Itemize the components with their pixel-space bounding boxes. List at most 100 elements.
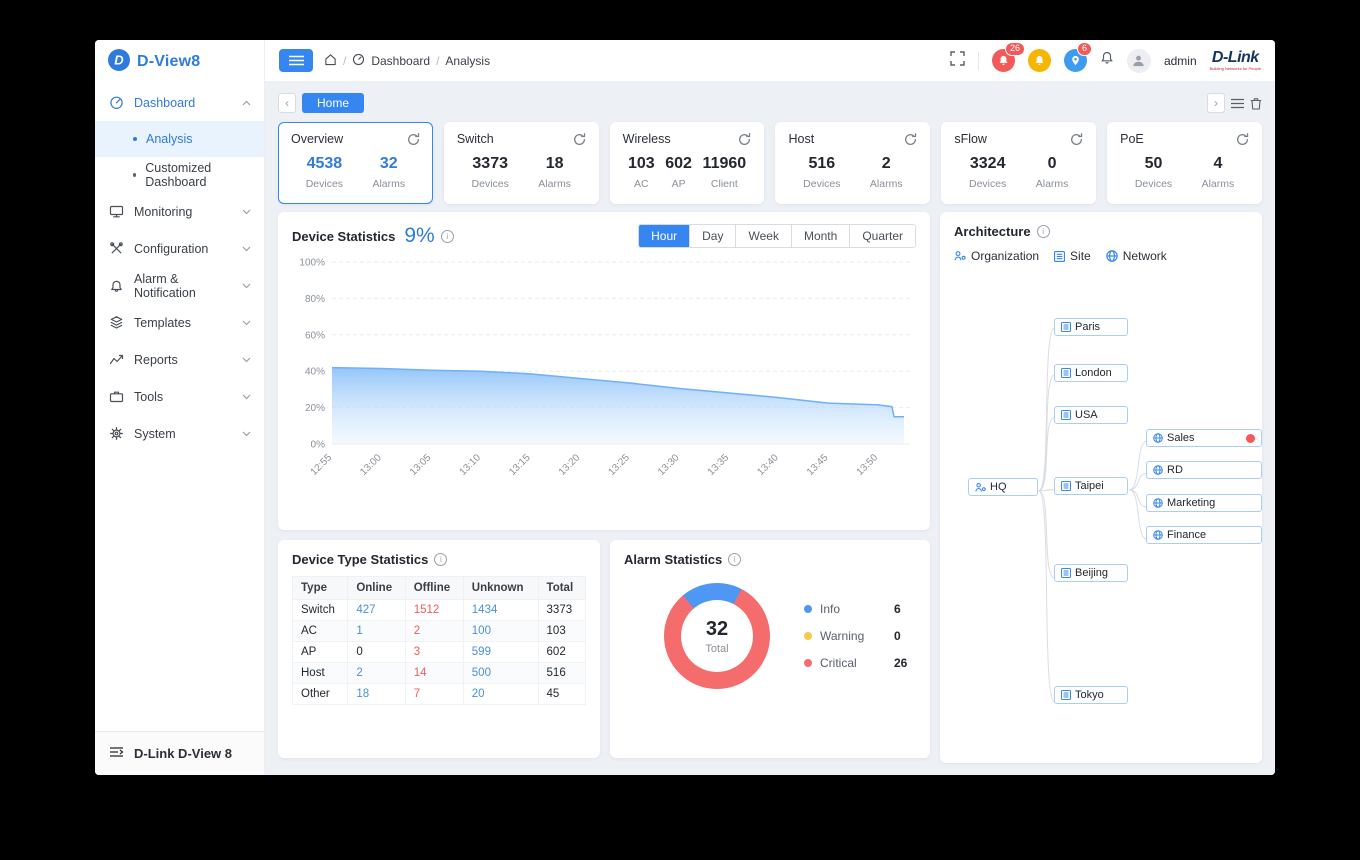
architecture-tree: HQ Paris London USA [954, 267, 1262, 751]
info-icon [440, 229, 454, 243]
refresh-icon[interactable] [1070, 132, 1083, 146]
chevron-down-icon [242, 209, 251, 215]
legend-item-info[interactable]: Info 6 [804, 602, 907, 616]
username[interactable]: admin [1163, 53, 1197, 68]
sidebar-item-reports[interactable]: Reports [95, 341, 264, 378]
topbar: / Dashboard / Analysis 26 6 [265, 40, 1275, 82]
sidebar-item-templates[interactable]: Templates [95, 304, 264, 341]
summary-card-sflow[interactable]: sFlow 3324 Devices 0 Alarms [941, 122, 1097, 204]
summary-stat: 0 Alarms [1035, 155, 1069, 190]
architecture-view-network[interactable]: Network [1105, 249, 1167, 263]
tab-home[interactable]: Home [302, 93, 365, 113]
network-icon [1105, 250, 1118, 262]
sidebar-toggle-button[interactable] [279, 49, 313, 72]
chevron-up-icon [242, 100, 251, 106]
architecture-view-organization[interactable]: Organization [954, 249, 1039, 263]
summary-card-overview[interactable]: Overview 4538 Devices 32 Alarms [278, 122, 433, 204]
summary-card-title: Host [788, 132, 815, 146]
bell-icon[interactable] [1100, 51, 1114, 70]
network-icon [1153, 433, 1163, 443]
summary-card-title: sFlow [954, 132, 987, 146]
sidebar-footer[interactable]: D-Link D-View 8 [95, 731, 264, 775]
collapse-sidebar-icon [109, 746, 124, 761]
sidebar-item-dashboard[interactable]: Dashboard [95, 84, 264, 121]
table-row: AC 1 2 100 103 [291, 620, 587, 642]
sidebar-item-monitoring[interactable]: Monitoring [95, 193, 264, 230]
table-row: Other 18 7 20 45 [291, 683, 587, 705]
tree-node-sales[interactable]: Sales [1146, 429, 1262, 447]
breadcrumb-dashboard[interactable]: Dashboard [371, 53, 431, 68]
time-tab-quarter[interactable]: Quarter [849, 225, 915, 247]
svg-text:13:40: 13:40 [755, 452, 781, 478]
tree-connector-lines [1038, 327, 1148, 703]
refresh-icon[interactable] [1236, 132, 1249, 146]
tree-node-marketing[interactable]: Marketing [1146, 494, 1262, 512]
svg-text:0%: 0% [311, 440, 326, 451]
fullscreen-icon[interactable] [950, 50, 965, 71]
tree-node-rd[interactable]: RD [1146, 461, 1262, 479]
svg-text:13:20: 13:20 [557, 452, 583, 478]
reports-icon [108, 352, 124, 367]
refresh-icon[interactable] [573, 132, 586, 146]
dashboard-crumb-icon [352, 53, 365, 69]
breadcrumb-analysis: Analysis [445, 53, 491, 68]
alarm-donut-chart: 32 Total [664, 583, 770, 689]
tab-scroll-left-icon[interactable]: ‹ [278, 93, 296, 113]
chevron-down-icon [242, 394, 251, 400]
svg-text:13:30: 13:30 [656, 452, 682, 478]
summary-card-host[interactable]: Host 516 Devices 2 Alarms [775, 122, 931, 204]
summary-card-poe[interactable]: PoE 50 Devices 4 Alarms [1107, 122, 1262, 204]
home-icon[interactable] [324, 53, 337, 69]
tree-node-usa[interactable]: USA [1054, 406, 1128, 424]
tree-node-paris[interactable]: Paris [1054, 318, 1128, 336]
location-icon[interactable]: 6 [1063, 42, 1092, 72]
sidebar-item-customized-dashboard[interactable]: Customized Dashboard [95, 157, 264, 193]
summary-card-title: PoE [1120, 132, 1144, 146]
summary-stat: 4538 Devices [305, 155, 344, 190]
tree-node-london[interactable]: London [1054, 364, 1128, 382]
time-tab-hour[interactable]: Hour [639, 225, 690, 247]
trash-icon[interactable] [1250, 97, 1262, 110]
summary-card-switch[interactable]: Switch 3373 Devices 18 Alarms [443, 122, 599, 204]
sidebar-item-system[interactable]: System [95, 415, 264, 452]
warning-bell-icon[interactable] [1027, 49, 1051, 72]
time-tab-day[interactable]: Day [689, 225, 736, 247]
tree-node-finance[interactable]: Finance [1146, 526, 1262, 544]
table-row: Switch 427 1512 1434 3373 [291, 599, 587, 621]
tree-node-hq[interactable]: HQ [968, 478, 1038, 496]
refresh-icon[interactable] [407, 132, 420, 146]
time-tab-week[interactable]: Week [735, 225, 791, 247]
organization-icon [954, 250, 966, 262]
refresh-icon[interactable] [738, 132, 751, 146]
svg-text:60%: 60% [305, 330, 325, 341]
alarm-statistics-card: Alarm Statistics 32 Total [610, 540, 930, 758]
sidebar-item-configuration[interactable]: Configuration [95, 230, 264, 267]
time-range-tabs: Hour Day Week Month Quarter [638, 224, 916, 248]
critical-alarm-icon[interactable]: 26 [991, 42, 1025, 72]
svg-text:13:00: 13:00 [358, 452, 384, 478]
legend-item-warning[interactable]: Warning 0 [804, 629, 907, 643]
alarm-bell-icon [108, 278, 124, 293]
architecture-view-site[interactable]: Site [1054, 249, 1091, 263]
legend-item-critical[interactable]: Critical 26 [804, 656, 907, 670]
tab-scroll-right-icon[interactable]: › [1207, 93, 1225, 113]
summary-stat: 50 Devices [1134, 155, 1173, 190]
sidebar-item-analysis[interactable]: Analysis [95, 121, 264, 157]
summary-card-wireless[interactable]: Wireless 103 AC 602 AP 11960 Client [609, 122, 765, 204]
dashboard-icon [108, 95, 124, 110]
legend-dot [804, 659, 812, 667]
device-statistics-chart: 0% 20% 40% 60% 80% 100% 12:55 13:00 13:05 13:10 13… [299, 258, 910, 478]
tree-node-tokyo[interactable]: Tokyo [1054, 686, 1128, 704]
tab-menu-icon[interactable] [1231, 98, 1244, 109]
tree-node-taipei[interactable]: Taipei [1054, 477, 1128, 495]
sidebar-item-alarm-notification[interactable]: Alarm & Notification [95, 267, 264, 304]
legend-dot [804, 605, 812, 613]
sidebar-item-tools[interactable]: Tools [95, 378, 264, 415]
avatar[interactable] [1126, 48, 1151, 73]
refresh-icon[interactable] [904, 132, 917, 146]
summary-card-title: Wireless [622, 132, 671, 146]
tree-node-beijing[interactable]: Beijing [1054, 564, 1128, 582]
time-tab-month[interactable]: Month [790, 225, 850, 247]
summary-cards-row: Overview 4538 Devices 32 Alarms Switch 3373 Dev… [278, 122, 1262, 204]
site-icon [1061, 690, 1071, 700]
